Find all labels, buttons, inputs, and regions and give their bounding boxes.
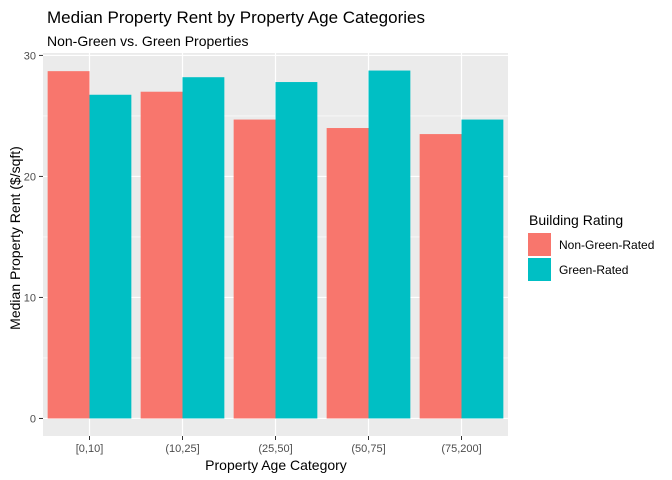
legend-key-non-green-rated bbox=[528, 233, 551, 256]
y-axis-ticks: 0 10 20 30 bbox=[24, 50, 43, 425]
x-axis-title: Property Age Category bbox=[205, 457, 347, 473]
bars bbox=[47, 70, 504, 419]
chart-subtitle: Non-Green vs. Green Properties bbox=[47, 33, 249, 49]
legend: Building Rating Non-Green-Rated Green-Rat… bbox=[528, 212, 654, 281]
legend-label: Green-Rated bbox=[559, 263, 628, 277]
x-tick-label: [0,10] bbox=[76, 443, 104, 455]
x-axis-ticks: [0,10] (10,25] (25,50] (50,75] (75,200] bbox=[76, 436, 482, 455]
bar-non-green-rated-4 bbox=[419, 134, 462, 419]
x-tick-label: (75,200] bbox=[441, 443, 481, 455]
bar-green-rated-0 bbox=[89, 94, 132, 419]
bar-green-rated-3 bbox=[368, 70, 411, 419]
bar-non-green-rated-0 bbox=[47, 71, 90, 419]
y-tick-label: 30 bbox=[24, 50, 36, 62]
chart-title: Median Property Rent by Property Age Cat… bbox=[47, 8, 425, 27]
y-axis-title: Median Property Rent ($/sqft) bbox=[7, 146, 23, 330]
x-tick-label: (25,50] bbox=[258, 443, 292, 455]
y-tick-label: 10 bbox=[24, 292, 36, 304]
x-tick-label: (50,75] bbox=[351, 443, 385, 455]
legend-label: Non-Green-Rated bbox=[559, 238, 654, 252]
x-tick-label: (10,25] bbox=[165, 443, 199, 455]
y-tick-label: 20 bbox=[24, 171, 36, 183]
y-tick-label: 0 bbox=[30, 413, 36, 425]
bar-non-green-rated-2 bbox=[233, 119, 276, 419]
legend-title: Building Rating bbox=[529, 212, 623, 228]
bar-green-rated-2 bbox=[275, 82, 318, 419]
legend-key-green-rated bbox=[528, 258, 551, 281]
bar-non-green-rated-3 bbox=[326, 128, 369, 419]
bar-green-rated-4 bbox=[461, 119, 504, 419]
bar-green-rated-1 bbox=[182, 77, 225, 419]
bar-non-green-rated-1 bbox=[140, 91, 183, 419]
